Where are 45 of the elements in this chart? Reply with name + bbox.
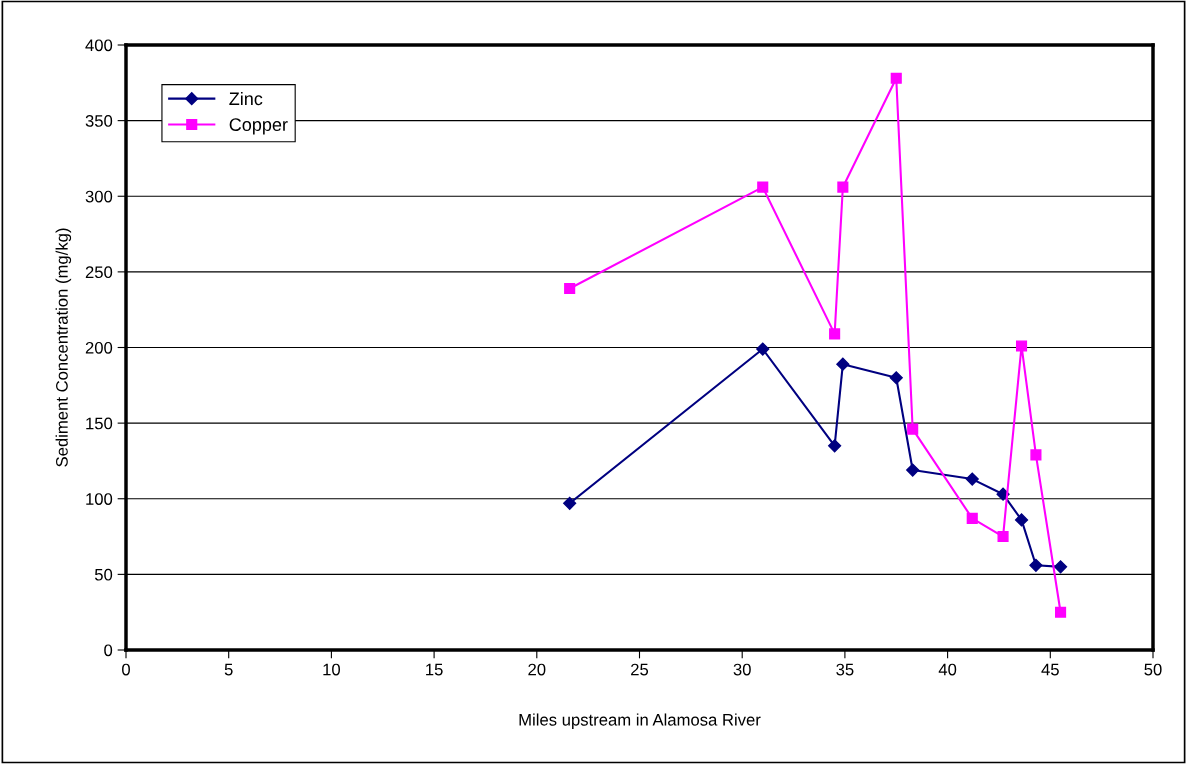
x-tick-label: 35: [836, 663, 854, 676]
x-tick-label: 50: [1144, 663, 1162, 676]
x-tick-label: 5: [224, 663, 233, 676]
x-tick-label: 45: [1041, 663, 1059, 676]
legend-label: Copper: [229, 118, 288, 135]
point: [837, 181, 849, 193]
x-tick-label: 25: [631, 663, 649, 676]
point: [1053, 560, 1068, 574]
y-tick-label: 400: [85, 39, 113, 52]
y-tick-label: 100: [86, 493, 113, 505]
point: [1015, 340, 1028, 352]
point: [756, 342, 770, 356]
legend-label: Zinc: [229, 91, 263, 106]
y-tick-label: 150: [86, 417, 113, 430]
point: [965, 472, 979, 486]
x-tick-label: 20: [528, 663, 546, 676]
y-tick-label: 0: [104, 644, 113, 657]
point: [563, 496, 577, 510]
point: [907, 423, 919, 435]
x-axis-title: Miles upstream in Alamosa River: [519, 713, 761, 729]
point: [564, 282, 576, 295]
y-tick-label: 200: [85, 341, 113, 354]
point: [889, 371, 903, 385]
x-tick-label: 15: [426, 663, 443, 676]
y-tick-label: 300: [85, 190, 113, 203]
point: [997, 531, 1009, 543]
point: [966, 512, 978, 524]
point: [1029, 558, 1043, 572]
point: [1030, 449, 1042, 461]
point: [890, 72, 902, 84]
point: [906, 463, 920, 477]
x-tick-label: 30: [733, 663, 751, 676]
point: [828, 439, 842, 453]
x-tick-label: 40: [938, 663, 957, 676]
y-tick-label: 350: [85, 115, 113, 127]
y-axis-title: Sediment Concentration (mg/kg): [55, 228, 72, 467]
y-tick-label: 50: [94, 568, 113, 581]
point: [1014, 513, 1029, 527]
x-tick-label: 0: [122, 663, 130, 676]
y-tick-label: 250: [85, 266, 113, 279]
point: [757, 181, 769, 193]
x-tick-label: 10: [323, 663, 341, 676]
point: [1055, 606, 1067, 618]
point: [829, 328, 841, 340]
point: [836, 357, 850, 371]
